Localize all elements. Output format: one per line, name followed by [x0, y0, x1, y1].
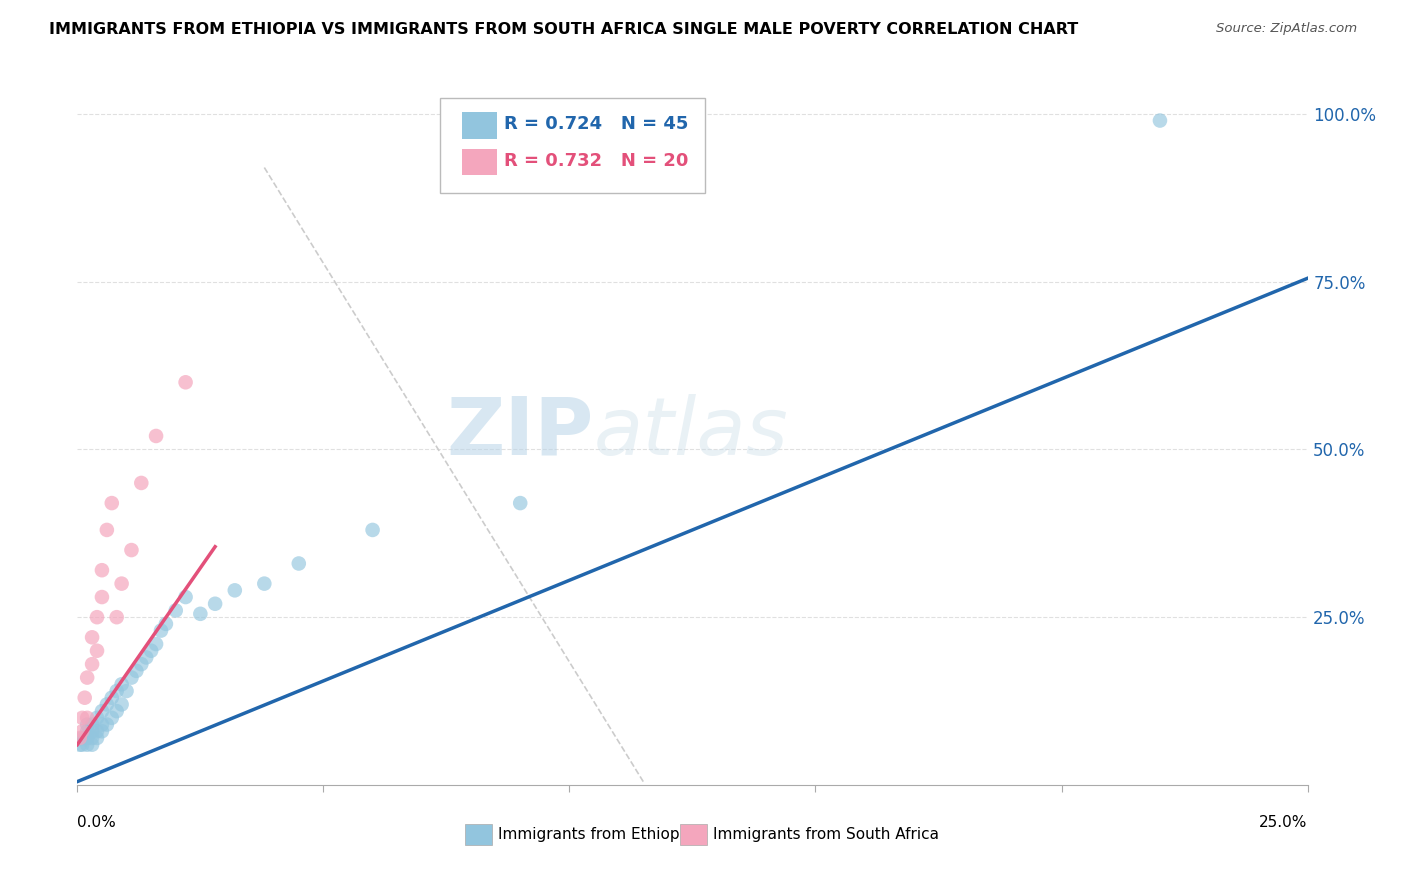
- Point: [141, 644, 163, 658]
- Point: [150, 624, 173, 638]
- Text: IMMIGRANTS FROM ETHIOPIA VS IMMIGRANTS FROM SOUTH AFRICA SINGLE MALE POVERTY COR: IMMIGRANTS FROM ETHIOPIA VS IMMIGRANTS F…: [49, 22, 1078, 37]
- Point: [288, 557, 311, 571]
- Point: [82, 657, 104, 672]
- FancyBboxPatch shape: [440, 98, 704, 193]
- Point: [82, 738, 104, 752]
- Bar: [465, 823, 492, 845]
- Point: [145, 637, 167, 651]
- Point: [101, 496, 124, 510]
- Point: [105, 704, 128, 718]
- Point: [69, 738, 91, 752]
- Point: [73, 690, 96, 705]
- Point: [253, 576, 276, 591]
- Point: [129, 657, 153, 672]
- Point: [76, 731, 98, 745]
- Point: [86, 610, 108, 624]
- Point: [204, 597, 226, 611]
- Point: [90, 717, 114, 731]
- Point: [105, 684, 128, 698]
- Point: [70, 738, 93, 752]
- Point: [70, 711, 93, 725]
- Point: [101, 711, 124, 725]
- Point: [90, 563, 114, 577]
- Point: [111, 576, 132, 591]
- Point: [509, 496, 531, 510]
- Text: ZIP: ZIP: [447, 393, 595, 472]
- Point: [361, 523, 384, 537]
- Text: Immigrants from Ethiopia: Immigrants from Ethiopia: [498, 827, 693, 842]
- Point: [129, 475, 153, 490]
- Point: [155, 616, 177, 631]
- Point: [145, 429, 167, 443]
- Point: [105, 610, 128, 624]
- Point: [115, 684, 138, 698]
- Point: [125, 664, 148, 678]
- Point: [86, 711, 108, 725]
- Point: [73, 731, 96, 745]
- Point: [76, 724, 98, 739]
- Bar: [681, 823, 707, 845]
- Point: [76, 671, 98, 685]
- Bar: [463, 112, 496, 139]
- Text: R = 0.732   N = 20: R = 0.732 N = 20: [505, 152, 689, 169]
- Point: [121, 671, 143, 685]
- Point: [82, 724, 104, 739]
- Point: [174, 376, 197, 390]
- Point: [101, 690, 124, 705]
- Point: [82, 731, 104, 745]
- Point: [96, 698, 118, 712]
- Point: [69, 731, 91, 745]
- Point: [82, 717, 104, 731]
- Point: [90, 724, 114, 739]
- Point: [86, 644, 108, 658]
- Point: [111, 677, 132, 691]
- Point: [70, 724, 93, 739]
- Point: [111, 698, 132, 712]
- Text: 0.0%: 0.0%: [77, 815, 117, 830]
- Point: [76, 711, 98, 725]
- Point: [76, 738, 98, 752]
- Text: R = 0.724   N = 45: R = 0.724 N = 45: [505, 115, 689, 133]
- Text: Immigrants from South Africa: Immigrants from South Africa: [713, 827, 939, 842]
- Text: 25.0%: 25.0%: [1260, 815, 1308, 830]
- Text: Source: ZipAtlas.com: Source: ZipAtlas.com: [1216, 22, 1357, 36]
- Point: [96, 717, 118, 731]
- Point: [76, 717, 98, 731]
- Point: [86, 731, 108, 745]
- Point: [82, 630, 104, 644]
- Point: [96, 523, 118, 537]
- Point: [174, 590, 197, 604]
- Text: atlas: atlas: [595, 393, 789, 472]
- Point: [121, 543, 143, 558]
- Point: [135, 650, 157, 665]
- Point: [224, 583, 246, 598]
- Point: [90, 590, 114, 604]
- Point: [1149, 113, 1171, 128]
- Point: [188, 607, 212, 621]
- Point: [165, 603, 187, 617]
- Point: [86, 724, 108, 739]
- Point: [90, 704, 114, 718]
- Point: [70, 731, 93, 745]
- Bar: [463, 149, 496, 176]
